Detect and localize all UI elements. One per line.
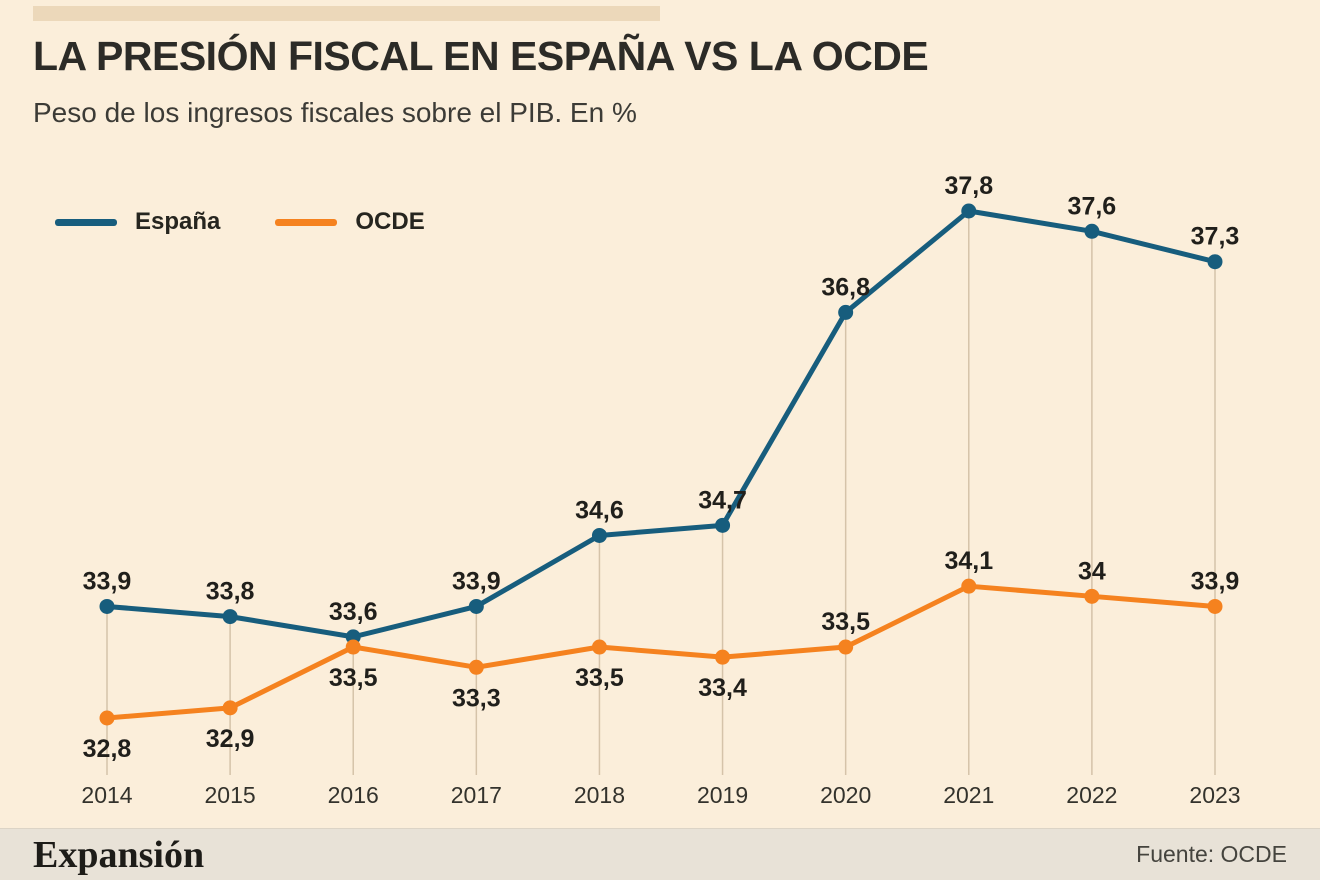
svg-text:33,9: 33,9 — [83, 567, 132, 595]
chart-legend: España OCDE — [55, 208, 425, 236]
top-accent-strip — [33, 6, 660, 21]
svg-text:34,6: 34,6 — [575, 496, 624, 524]
svg-text:34,7: 34,7 — [698, 486, 747, 514]
svg-text:33,5: 33,5 — [821, 608, 870, 636]
svg-text:34,1: 34,1 — [944, 547, 993, 575]
svg-text:2014: 2014 — [81, 782, 132, 808]
svg-text:2018: 2018 — [574, 782, 625, 808]
svg-text:2023: 2023 — [1189, 782, 1240, 808]
svg-text:37,6: 37,6 — [1068, 192, 1117, 220]
svg-text:2021: 2021 — [943, 782, 994, 808]
svg-text:2019: 2019 — [697, 782, 748, 808]
svg-text:2016: 2016 — [328, 782, 379, 808]
svg-text:33,6: 33,6 — [329, 598, 378, 626]
page-title: LA PRESIÓN FISCAL EN ESPAÑA VS LA OCDE — [33, 33, 929, 79]
svg-text:2022: 2022 — [1066, 782, 1117, 808]
legend-swatch-espana — [55, 218, 117, 226]
svg-text:33,9: 33,9 — [1191, 567, 1240, 595]
source-note: Fuente: OCDE — [1136, 841, 1287, 867]
legend-item-ocde: OCDE — [275, 208, 425, 236]
legend-label-ocde: OCDE — [355, 208, 425, 235]
svg-text:2015: 2015 — [205, 782, 256, 808]
chart-subtitle: Peso de los ingresos fiscales sobre el P… — [33, 97, 637, 128]
svg-text:2017: 2017 — [451, 782, 502, 808]
svg-text:37,3: 37,3 — [1191, 223, 1240, 251]
svg-text:33,5: 33,5 — [329, 664, 378, 692]
legend-swatch-ocde — [275, 218, 338, 226]
svg-text:33,4: 33,4 — [698, 674, 747, 702]
svg-text:33,9: 33,9 — [452, 567, 501, 595]
svg-text:32,8: 32,8 — [83, 735, 132, 763]
footer: Expansión Fuente: OCDE — [0, 828, 1320, 880]
svg-text:33,8: 33,8 — [206, 578, 255, 606]
legend-item-espana: España — [55, 208, 220, 236]
brand-logo: Expansión — [33, 833, 205, 876]
svg-text:37,8: 37,8 — [944, 172, 993, 200]
svg-text:34: 34 — [1078, 557, 1106, 585]
svg-text:2020: 2020 — [820, 782, 871, 808]
svg-text:36,8: 36,8 — [821, 273, 870, 301]
legend-label-espana: España — [135, 208, 221, 235]
svg-text:33,3: 33,3 — [452, 684, 501, 712]
svg-text:32,9: 32,9 — [206, 725, 255, 753]
svg-text:33,5: 33,5 — [575, 664, 624, 692]
